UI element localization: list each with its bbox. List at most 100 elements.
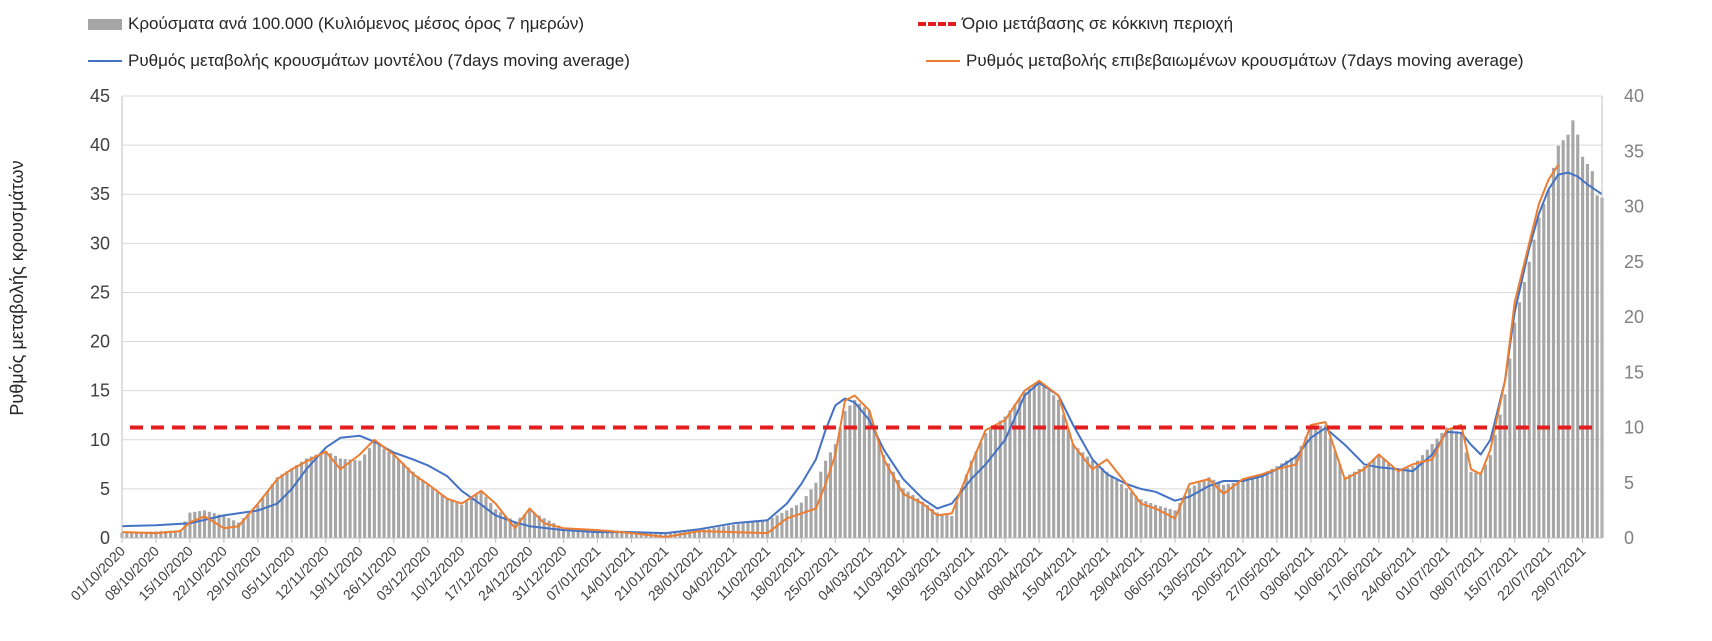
bar — [1124, 488, 1129, 538]
bar — [629, 531, 634, 538]
bar — [309, 456, 313, 538]
bar — [241, 518, 245, 538]
bar — [1435, 438, 1439, 538]
bar — [940, 513, 944, 538]
y-right-tick-label: 10 — [1624, 418, 1644, 438]
bar — [896, 479, 900, 538]
bar — [1333, 451, 1337, 538]
bar — [1197, 482, 1201, 538]
bar — [460, 504, 464, 538]
bar — [401, 463, 405, 538]
bar — [1454, 431, 1458, 538]
bar — [270, 484, 274, 538]
bar — [576, 528, 580, 538]
bar — [867, 410, 871, 538]
line-model — [121, 171, 1603, 535]
y-axis-label: Ρυθμός μεταβολής κρουσμάτων — [7, 160, 27, 415]
bar — [198, 511, 202, 538]
bar — [1343, 477, 1347, 538]
bar — [1202, 479, 1206, 538]
bar — [1527, 261, 1531, 538]
bar — [780, 512, 784, 538]
bar — [697, 530, 701, 538]
bar — [329, 453, 333, 538]
bar — [1328, 438, 1332, 538]
bar — [1095, 464, 1099, 538]
bar — [571, 528, 575, 538]
bar-series — [120, 120, 1604, 539]
bar — [969, 460, 973, 538]
bar — [1221, 484, 1226, 538]
bar — [1493, 434, 1497, 538]
bar — [586, 528, 590, 538]
bar — [474, 494, 478, 538]
bar — [338, 458, 342, 538]
bar — [552, 523, 556, 538]
bar — [600, 529, 604, 538]
bar — [528, 510, 532, 539]
bar — [508, 518, 512, 538]
bar — [959, 488, 964, 538]
bar — [304, 458, 308, 538]
legend-item-confirmed: Ρυθμός μεταβολής επιβεβαιωμένων κρουσμάτ… — [926, 51, 1524, 71]
bar — [751, 522, 755, 538]
bar — [183, 521, 187, 538]
bar — [1270, 468, 1274, 538]
bar — [523, 514, 527, 538]
bar — [295, 465, 299, 538]
bar — [921, 501, 925, 538]
bar — [261, 497, 265, 538]
bar — [353, 460, 357, 538]
bar — [1508, 358, 1512, 538]
bar — [794, 505, 799, 538]
bar — [1445, 427, 1449, 538]
legend-swatch-bars — [88, 18, 122, 30]
bar — [877, 440, 881, 538]
bar — [1566, 134, 1570, 538]
bar — [406, 467, 410, 538]
bar — [862, 407, 866, 538]
bar — [1120, 484, 1124, 538]
bar — [1440, 433, 1444, 538]
bar — [222, 515, 226, 538]
bar — [421, 480, 425, 538]
bar — [416, 476, 420, 538]
bar — [1382, 459, 1386, 538]
bar — [363, 454, 367, 538]
bar — [426, 484, 430, 538]
line-series — [121, 164, 1603, 538]
bar — [1255, 475, 1260, 538]
bar — [1352, 471, 1357, 538]
bar — [663, 533, 668, 538]
bar — [285, 471, 289, 538]
bar — [1027, 388, 1031, 538]
bar — [945, 514, 949, 538]
bar — [299, 461, 304, 538]
bar — [1450, 429, 1454, 538]
bar — [1459, 433, 1463, 538]
bar — [1149, 503, 1153, 538]
legend-swatch-threshold — [918, 22, 956, 26]
bar — [450, 500, 454, 538]
bar — [139, 531, 143, 538]
bar — [785, 510, 789, 539]
bar — [387, 451, 391, 538]
bar — [1585, 163, 1589, 538]
y-left-tick-label: 5 — [100, 479, 110, 499]
bar — [1285, 460, 1289, 538]
y-left-tick-label: 15 — [90, 381, 110, 401]
bar — [1144, 501, 1148, 538]
bar — [372, 441, 376, 538]
bar — [392, 455, 396, 539]
bar — [1115, 479, 1119, 538]
bar — [469, 497, 473, 538]
bar — [814, 482, 818, 538]
bar — [828, 452, 833, 538]
bar — [964, 474, 968, 538]
bar — [256, 504, 260, 538]
bar — [518, 517, 522, 538]
bar — [464, 501, 469, 538]
bar — [1420, 455, 1425, 539]
bar — [232, 520, 236, 538]
